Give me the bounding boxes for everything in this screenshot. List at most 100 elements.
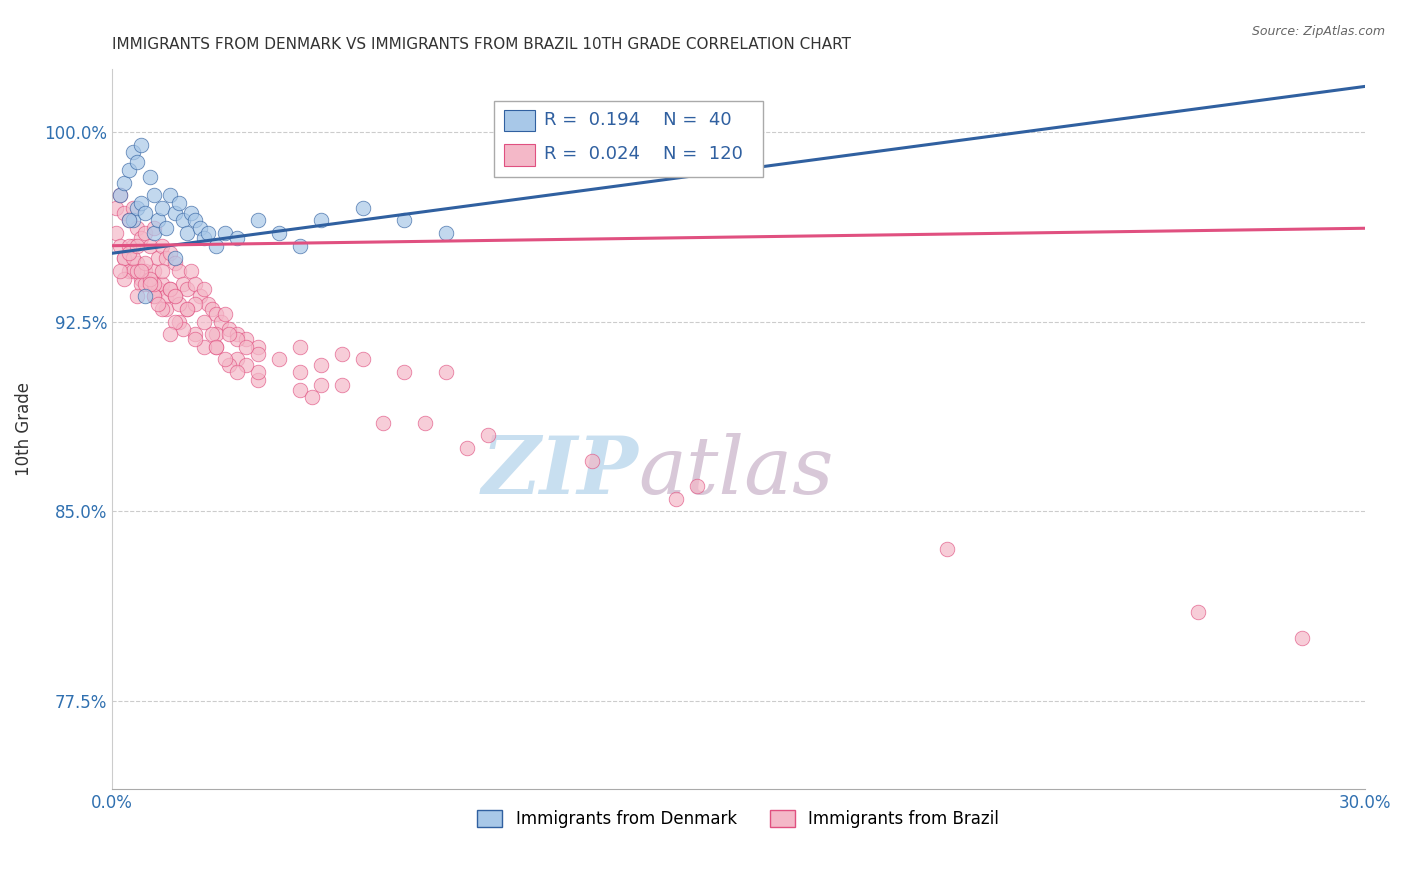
Point [193,314,215,328]
Point [159,282,181,296]
Point [150,301,173,316]
Point [197,226,219,240]
Point [110,238,132,252]
Point [163,206,186,220]
Point [110,264,132,278]
Point [129,231,152,245]
Point [218,358,240,372]
Point [138,238,160,252]
Point [159,188,181,202]
Point [150,238,173,252]
Text: atlas: atlas [638,434,834,511]
Point [155,252,177,266]
Point [309,213,332,227]
Point [142,277,165,291]
Point [226,231,249,245]
Point [193,340,215,354]
Point [226,327,249,342]
Point [214,307,236,321]
Point [936,542,959,557]
Point [114,206,136,220]
Point [218,322,240,336]
Point [172,213,194,227]
FancyBboxPatch shape [494,101,763,177]
Point [288,365,311,379]
Point [560,112,582,127]
Point [330,347,353,361]
Point [288,340,311,354]
Text: R =  0.024    N =  120: R = 0.024 N = 120 [544,145,742,162]
Point [184,277,207,291]
Point [105,201,128,215]
Point [172,277,194,291]
Text: IMMIGRANTS FROM DENMARK VS IMMIGRANTS FROM BRAZIL 10TH GRADE CORRELATION CHART: IMMIGRANTS FROM DENMARK VS IMMIGRANTS FR… [112,37,851,53]
Point [167,264,190,278]
Point [352,352,374,367]
Point [129,137,152,152]
Point [159,246,181,260]
Point [159,282,181,296]
Point [150,277,173,291]
Point [134,264,156,278]
Point [184,297,207,311]
Point [138,271,160,285]
Point [197,297,219,311]
FancyBboxPatch shape [505,145,536,166]
Point [134,256,156,270]
Point [125,289,148,303]
Point [267,352,290,367]
Point [125,201,148,215]
Point [114,271,136,285]
Point [163,256,186,270]
Point [142,289,165,303]
Point [434,226,457,240]
Point [235,332,257,346]
Point [301,390,323,404]
Text: Source: ZipAtlas.com: Source: ZipAtlas.com [1251,25,1385,38]
Point [214,226,236,240]
Point [176,301,198,316]
Point [176,282,198,296]
Point [118,213,141,227]
Point [150,201,173,215]
Point [235,358,257,372]
Point [434,365,457,379]
Point [184,332,207,346]
Point [373,416,395,430]
Y-axis label: 10th Grade: 10th Grade [15,382,32,476]
Point [172,322,194,336]
Point [581,453,603,467]
Point [685,479,707,493]
Point [118,213,141,227]
Point [309,358,332,372]
Point [134,277,156,291]
Point [121,201,143,215]
Point [142,188,165,202]
Point [226,352,249,367]
Point [142,264,165,278]
Point [138,277,160,291]
Point [125,155,148,169]
Point [121,238,143,252]
Point [129,195,152,210]
Point [167,314,190,328]
Point [134,206,156,220]
Point [205,340,228,354]
Point [125,221,148,235]
Point [105,226,128,240]
Point [142,221,165,235]
Point [163,289,186,303]
Point [146,282,169,296]
Point [121,252,143,266]
Point [247,213,270,227]
Point [226,365,249,379]
Point [394,213,416,227]
Point [138,170,160,185]
Point [167,195,190,210]
Point [167,297,190,311]
Point [205,327,228,342]
Point [129,264,152,278]
Point [163,289,186,303]
Point [138,277,160,291]
Point [176,301,198,316]
